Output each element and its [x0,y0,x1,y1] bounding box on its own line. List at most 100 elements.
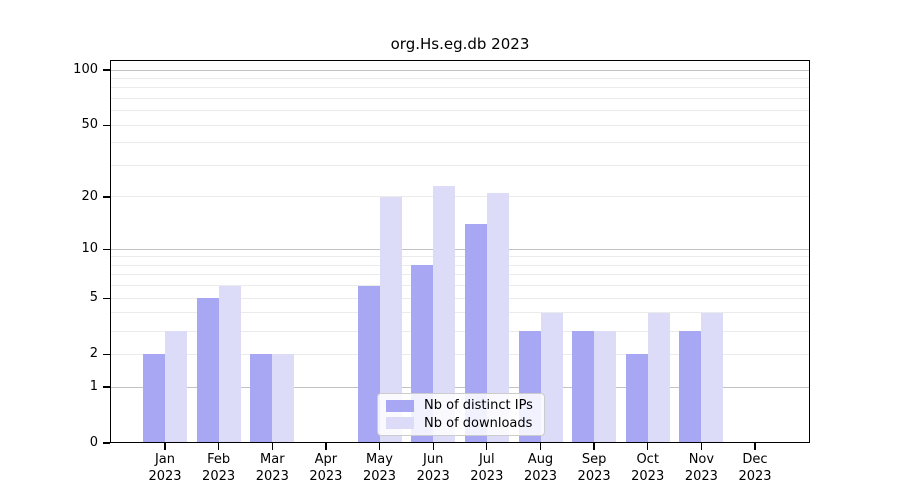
y-axis-tick [103,248,110,250]
major-gridline [110,386,810,388]
x-tick-month: May [366,452,393,467]
bar-distinct-ips [464,224,487,443]
minor-gridline [110,77,810,79]
y-tick-label: 2 [89,346,98,362]
x-axis-tick [647,443,649,450]
x-tick-label: Jul 2023 [447,451,527,485]
x-tick-year: 2023 [416,469,450,484]
minor-gridline [110,142,810,144]
bar-downloads [218,285,241,443]
bar-downloads [379,196,402,443]
minor-gridline [110,330,810,332]
x-tick-label: Aug 2023 [501,451,581,485]
minor-gridline [110,110,810,112]
major-gridline [110,69,810,71]
x-axis-tick [271,443,273,450]
y-tick-label: 0 [89,435,98,450]
minor-gridline [110,353,810,355]
x-axis-tick [593,443,595,450]
x-tick-year: 2023 [202,469,236,484]
x-tick-year: 2023 [148,469,182,484]
bar-distinct-ips [143,354,165,443]
x-axis-tick [218,443,220,450]
bar-downloads [165,331,187,443]
legend-label-downloads: Nb of downloads [424,415,533,431]
x-tick-label: Nov 2023 [661,451,741,485]
x-tick-month: Mar [260,452,285,467]
minor-gridline [110,264,810,266]
x-tick-year: 2023 [523,469,558,484]
bar-downloads [701,312,724,443]
bar-downloads [594,331,617,443]
minor-gridline [110,312,810,314]
x-tick-year: 2023 [362,469,397,484]
x-tick-month: Feb [207,452,231,467]
x-axis-tick [539,443,542,450]
bar-downloads [486,193,509,443]
legend-swatch-downloads [386,417,414,430]
x-axis-tick [164,443,166,450]
bar-downloads [540,312,563,443]
x-tick-label: Sep 2023 [554,451,634,485]
x-tick-year: 2023 [255,469,289,484]
minor-gridline [110,165,810,166]
x-tick-year: 2023 [470,469,504,484]
x-tick-label: Apr 2023 [286,451,366,485]
y-axis-tick [103,386,110,388]
bar-distinct-ips [625,354,648,443]
x-tick-month: Jan [154,452,176,467]
y-tick-label: 10 [81,241,98,257]
legend: Nb of distinct IPs Nb of downloads [377,393,545,436]
minor-gridline [110,87,810,89]
x-axis-tick [486,443,488,450]
minor-gridline [110,256,810,258]
bar-distinct-ips [250,354,273,443]
x-tick-label: Jan 2023 [125,451,205,485]
y-axis-tick [103,442,110,444]
legend-label-distinct-ips: Nb of distinct IPs [424,398,533,414]
x-axis-tick [700,443,702,450]
y-tick-label: 50 [81,117,98,133]
bar-distinct-ips [679,331,702,443]
x-tick-month: Jun [423,452,444,467]
minor-gridline [110,285,810,287]
x-tick-label: Jun 2023 [393,451,473,485]
major-gridline [110,248,810,250]
y-axis-tick [103,297,110,299]
x-tick-month: Aug [527,452,554,467]
minor-gridline [110,124,810,126]
y-axis-tick [103,69,110,71]
x-axis-tick [432,443,434,450]
legend-entry-downloads: Nb of downloads [386,416,536,431]
x-tick-year: 2023 [577,469,611,484]
x-tick-label: Dec 2023 [715,451,795,485]
chart-title: org.Hs.eg.db 2023 [390,35,530,53]
y-tick-label: 5 [89,290,98,306]
x-tick-month: Jul [478,452,495,467]
x-tick-month: Sep [581,452,607,467]
x-tick-month: Nov [688,452,715,467]
y-axis-tick [103,124,110,126]
x-tick-year: 2023 [684,469,718,484]
x-axis-tick [754,443,756,450]
y-tick-label: 20 [81,188,98,204]
bar-distinct-ips [572,331,595,443]
minor-gridline [110,196,810,198]
y-tick-label: 100 [73,62,98,77]
x-axis-tick [378,443,381,450]
minor-gridline [110,297,810,299]
bar-downloads [433,186,456,443]
x-tick-month: Dec [742,452,768,467]
minor-gridline [110,98,810,99]
bar-downloads [272,354,295,443]
x-tick-label: Mar 2023 [232,451,312,485]
minor-gridline [110,274,810,276]
legend-swatch-distinct-ips [386,399,414,412]
x-tick-month: Oct [636,452,659,467]
bar-distinct-ips [357,285,380,443]
legend-entry-distinct-ips: Nb of distinct IPs [386,398,536,413]
x-tick-label: May 2023 [340,451,420,485]
x-tick-year: 2023 [738,469,772,484]
bar-downloads [647,312,670,443]
